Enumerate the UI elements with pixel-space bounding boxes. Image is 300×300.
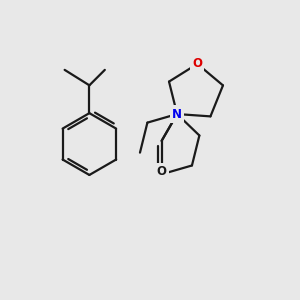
Text: N: N: [172, 107, 182, 121]
Text: O: O: [157, 165, 166, 178]
Text: O: O: [192, 57, 203, 70]
